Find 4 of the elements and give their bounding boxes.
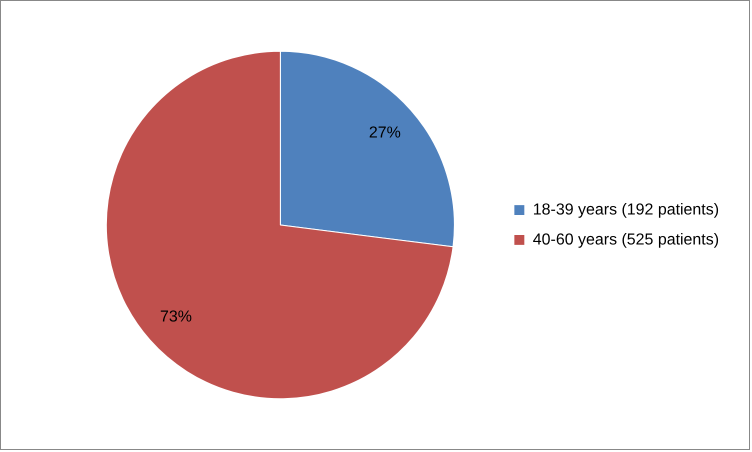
data-label: 73% (160, 308, 192, 326)
legend-label: 40-60 years (525 patients) (532, 231, 720, 248)
data-label: 27% (368, 124, 401, 142)
legend-label: 18-39 years (192 patients) (532, 201, 720, 218)
